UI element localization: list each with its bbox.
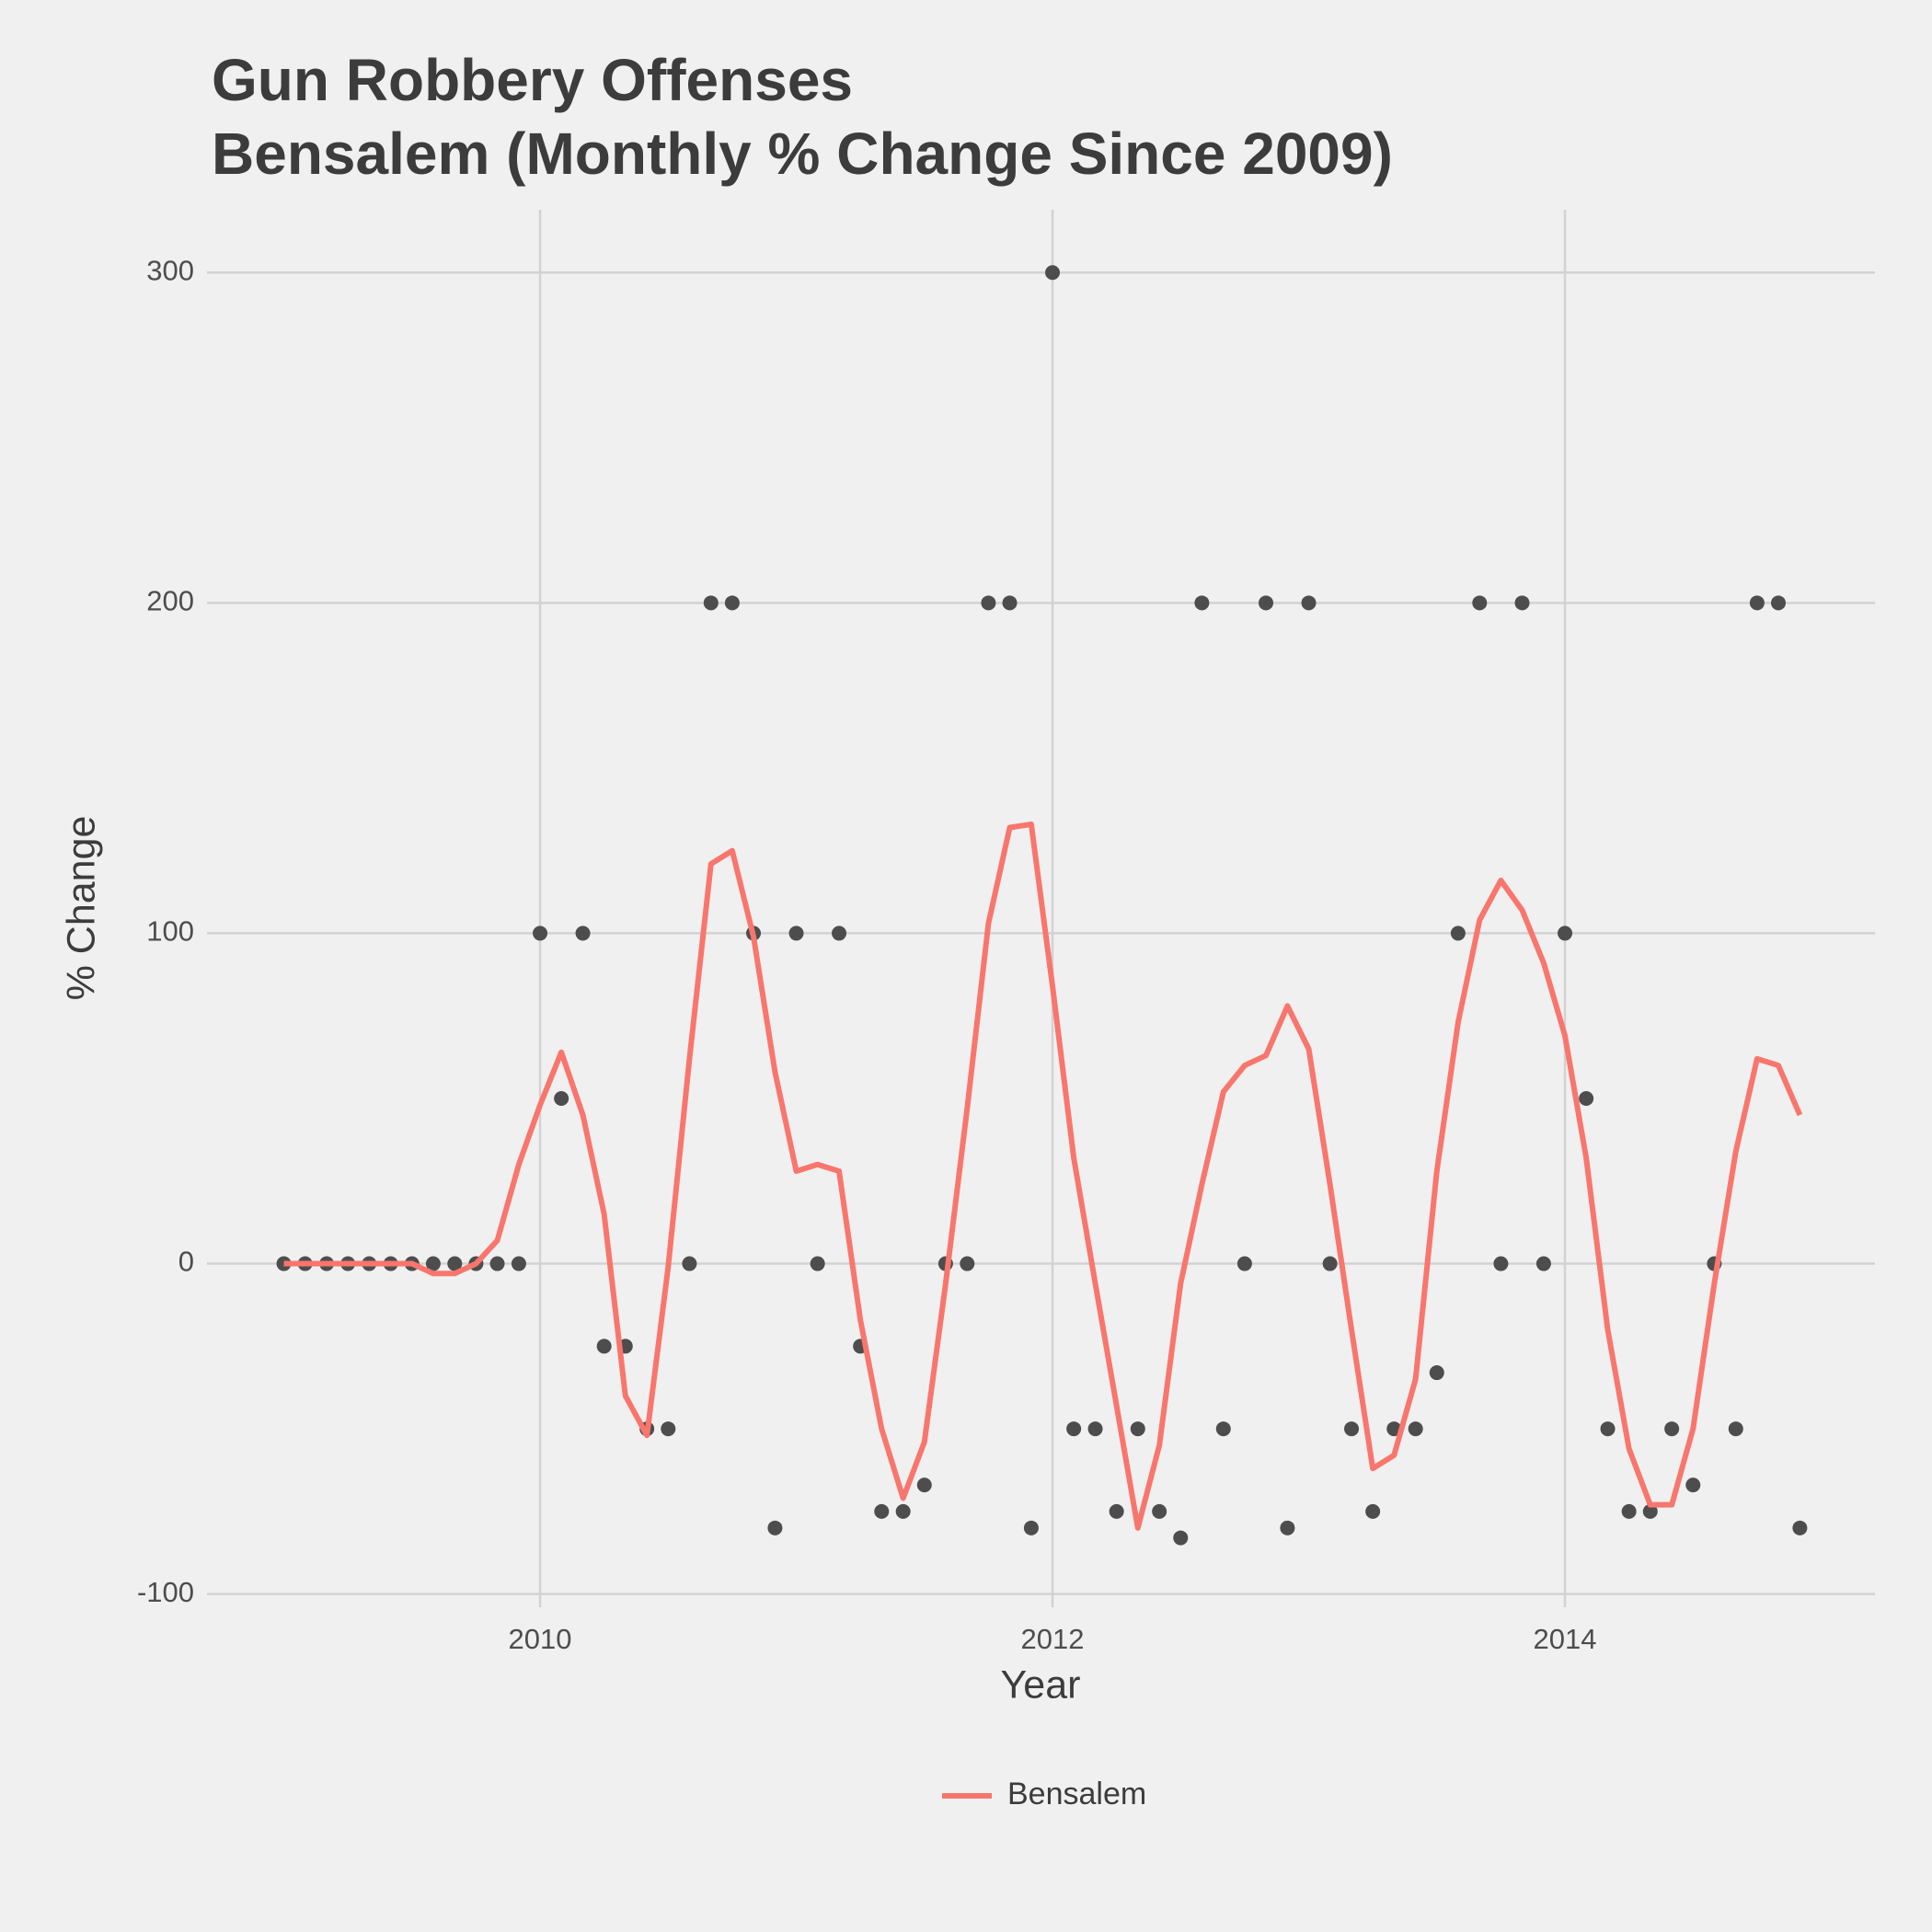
series-line (283, 821, 1803, 1531)
data-point (1728, 1421, 1743, 1437)
data-point (1429, 1365, 1444, 1381)
data-point (1002, 595, 1018, 611)
data-point (767, 1520, 783, 1535)
data-point (1600, 1421, 1616, 1437)
data-point (1344, 1421, 1360, 1437)
data-point (960, 1256, 975, 1271)
data-point (1130, 1421, 1145, 1437)
data-point (1066, 1421, 1082, 1437)
chart-subtitle: Bensalem (Monthly % Change Since 2009) (212, 121, 1393, 187)
data-point (1280, 1520, 1295, 1535)
data-point (1109, 1503, 1124, 1519)
y-tick-label: 300 (146, 254, 194, 286)
data-point (1749, 595, 1765, 611)
data-point (533, 926, 548, 941)
data-point (1087, 1421, 1103, 1437)
data-point (1642, 1503, 1658, 1519)
y-tick-label: 100 (146, 915, 194, 948)
data-point (1301, 595, 1317, 611)
data-point (1045, 265, 1061, 281)
data-point (916, 1478, 932, 1493)
data-point (981, 595, 996, 611)
data-point (1493, 1256, 1509, 1271)
data-point (1664, 1421, 1680, 1437)
data-point (832, 926, 847, 941)
data-point (1023, 1520, 1039, 1535)
data-point (1535, 1256, 1551, 1271)
data-point (1408, 1421, 1423, 1437)
data-point (1450, 926, 1466, 941)
data-point (1173, 1530, 1189, 1546)
data-point (1771, 595, 1787, 611)
data-point (1472, 595, 1488, 611)
data-point (489, 1256, 505, 1271)
data-point (425, 1256, 441, 1271)
data-point (1365, 1503, 1381, 1519)
data-point (895, 1503, 911, 1519)
data-point (810, 1256, 825, 1271)
data-point (724, 595, 740, 611)
x-axis-title: Year (1001, 1662, 1081, 1707)
data-point (1621, 1503, 1637, 1519)
data-point (682, 1256, 697, 1271)
data-point (1322, 1256, 1338, 1271)
data-point (575, 926, 591, 941)
data-point (874, 1503, 890, 1519)
data-point (596, 1339, 612, 1354)
y-axis-title: % Change (59, 816, 103, 1001)
x-tick-label: 2010 (509, 1623, 572, 1655)
data-point (1792, 1520, 1808, 1535)
legend-label: Bensalem (1007, 1777, 1146, 1811)
data-point (788, 926, 804, 941)
data-point (703, 595, 719, 611)
y-tick-label: 200 (146, 585, 194, 617)
data-point (1558, 926, 1573, 941)
data-point (1685, 1478, 1701, 1493)
data-point (661, 1421, 676, 1437)
data-point (511, 1256, 526, 1271)
data-point (1194, 595, 1210, 611)
y-tick-label: 0 (178, 1246, 194, 1278)
data-point (1514, 595, 1530, 611)
data-point (276, 1256, 292, 1271)
chart-title: Gun Robbery Offenses (212, 47, 853, 113)
x-tick-label: 2014 (1534, 1623, 1597, 1655)
data-point (1215, 1421, 1231, 1437)
data-point (1579, 1090, 1594, 1106)
data-point (554, 1090, 569, 1106)
data-point (447, 1256, 463, 1271)
marks (276, 265, 1808, 1546)
grid (207, 210, 1875, 1607)
x-tick-label: 2012 (1021, 1623, 1085, 1655)
y-tick-label: -100 (137, 1576, 194, 1608)
data-point (1152, 1503, 1167, 1519)
data-point (1259, 595, 1274, 611)
data-point (1236, 1256, 1252, 1271)
